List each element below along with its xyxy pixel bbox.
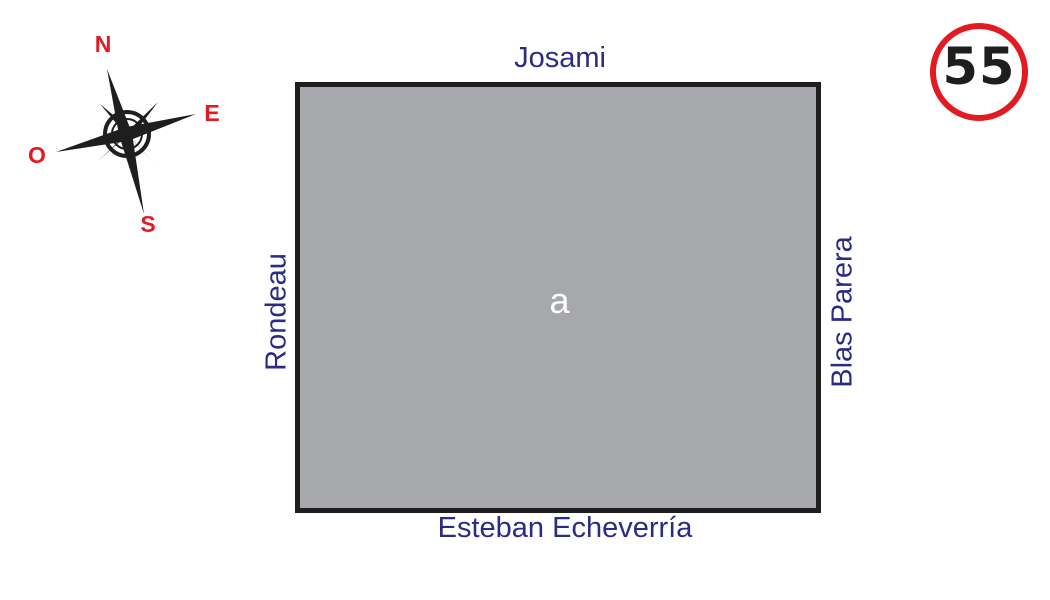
speed-limit-sign: 55: [930, 23, 1028, 121]
compass-needle-se: [125, 132, 155, 164]
street-label-west: Rondeau: [260, 253, 293, 371]
speed-limit-ring: [930, 23, 1028, 121]
street-label-north: Josami: [514, 42, 606, 74]
compass-needle-group: [56, 69, 196, 214]
compass-needle-west: [56, 127, 128, 152]
speed-limit-value: 55: [942, 38, 1016, 97]
compass-ring-inner: [111, 118, 143, 150]
compass-needle-nw: [100, 104, 131, 136]
compass-hub: [123, 130, 131, 138]
street-label-east: Blas Parera: [826, 236, 859, 388]
compass-label-east: E: [204, 100, 219, 126]
block-label: a: [549, 280, 570, 321]
city-block: a: [295, 82, 821, 513]
compass-needle-east: [126, 114, 196, 141]
compass-ring-outer: [103, 110, 151, 158]
compass-needle-sw: [98, 131, 130, 161]
compass-label-west: O: [28, 142, 46, 168]
compass-rose-icon: N E S O: [28, 31, 220, 237]
compass-label-south: S: [140, 211, 155, 237]
street-label-south: Esteban Echeverría: [437, 512, 693, 544]
compass-label-north: N: [95, 31, 112, 57]
compass-needle-south: [119, 133, 144, 214]
